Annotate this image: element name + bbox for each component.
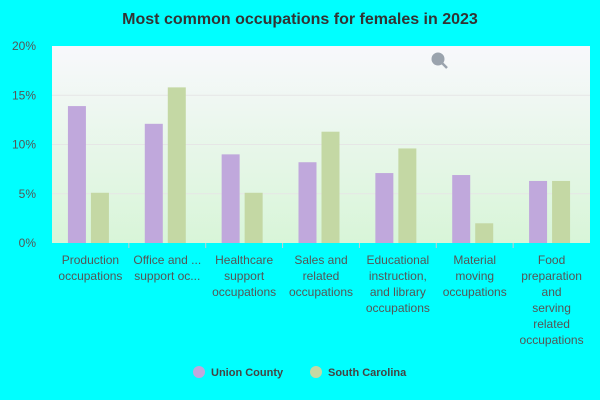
bar-union-county[interactable] [298, 162, 317, 243]
bar-south-carolina[interactable] [475, 223, 494, 243]
x-category-label: Office and ... support oc... [133, 253, 201, 283]
y-tick-label: 15% [12, 88, 36, 102]
bar-union-county[interactable] [375, 173, 394, 243]
x-category-label: Food preparation and serving related occupati… [520, 253, 584, 347]
x-category-label: Educational instruction, and library occupa… [366, 253, 430, 315]
x-category-label: Sales and related occupations [289, 253, 353, 299]
bar-union-county[interactable] [221, 154, 240, 243]
bar-union-county[interactable] [144, 123, 163, 243]
legend: Union County South Carolina [193, 366, 407, 379]
y-axis-ticks: 0% 5% 10% 15% 20% [12, 39, 36, 250]
watermark-icon [431, 52, 448, 69]
bar-south-carolina[interactable] [244, 192, 263, 243]
grid-lines [52, 94, 590, 195]
bar-south-carolina[interactable] [552, 180, 571, 243]
legend-label: South Carolina [328, 367, 407, 379]
y-tick-label: 0% [19, 236, 37, 250]
y-tick-label: 20% [12, 39, 36, 53]
bar-union-county[interactable] [67, 106, 86, 244]
y-tick-label: 5% [19, 187, 37, 201]
legend-label: Union County [211, 367, 284, 379]
bar-south-carolina[interactable] [398, 148, 417, 243]
chart-title: Most common occupations for females in 2… [122, 11, 478, 28]
bars [67, 87, 571, 244]
x-category-label: Healthcare support occupations [212, 253, 276, 299]
bar-south-carolina[interactable] [321, 131, 340, 243]
x-axis-labels: Production occupations Office and ... suppo… [58, 243, 584, 347]
bar-union-county[interactable] [529, 180, 548, 243]
bar-south-carolina[interactable] [167, 87, 186, 244]
y-tick-label: 10% [12, 138, 36, 152]
bar-union-county[interactable] [452, 175, 471, 243]
legend-swatch [193, 366, 205, 378]
x-category-label: Production occupations [58, 253, 122, 283]
x-category-label: Material moving occupations [443, 253, 507, 299]
legend-swatch [310, 366, 322, 378]
bar-south-carolina[interactable] [90, 192, 109, 243]
